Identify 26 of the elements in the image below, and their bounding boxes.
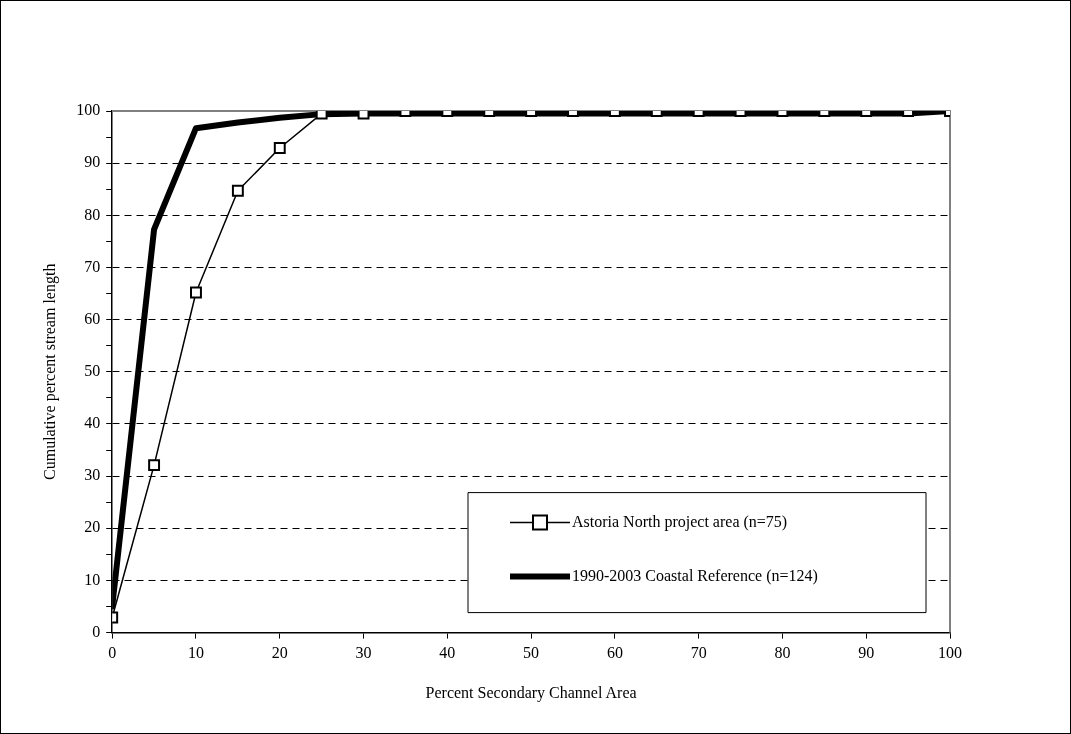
- y-tick-label: 40: [84, 414, 101, 432]
- y-tick-label: 30: [84, 466, 101, 484]
- x-tick-label: 50: [523, 644, 540, 662]
- x-tick-label: 80: [774, 644, 791, 662]
- legend-label: Astoria North project area (n=75): [572, 512, 788, 531]
- x-tick-label: 10: [187, 644, 204, 662]
- y-tick-label: 10: [84, 570, 101, 588]
- y-tick-label: 20: [84, 518, 101, 536]
- y-axis-title: Cumulative percent stream length: [40, 263, 59, 480]
- x-tick-label: 0: [108, 644, 117, 662]
- y-tick-label: 100: [76, 101, 101, 119]
- y-tick-label: 50: [84, 362, 101, 379]
- y-tick-label: 90: [84, 153, 101, 171]
- x-tick-label: 60: [606, 644, 623, 662]
- x-tick-label: 90: [858, 644, 875, 662]
- x-tick-label: 20: [271, 644, 288, 662]
- x-tick-label: 70: [690, 644, 707, 662]
- y-tick-label: 0: [92, 622, 101, 640]
- x-tick-label: 30: [355, 644, 372, 662]
- y-tick-label: 60: [84, 309, 101, 327]
- x-tick-label: 100: [938, 644, 962, 662]
- y-tick-label: 70: [84, 257, 101, 275]
- x-tick-label: 40: [439, 644, 456, 662]
- x-axis-title: Percent Secondary Channel Area: [425, 683, 637, 702]
- legend-label: 1990-2003 Coastal Reference (n=124): [572, 566, 818, 585]
- y-tick-label: 80: [84, 205, 101, 223]
